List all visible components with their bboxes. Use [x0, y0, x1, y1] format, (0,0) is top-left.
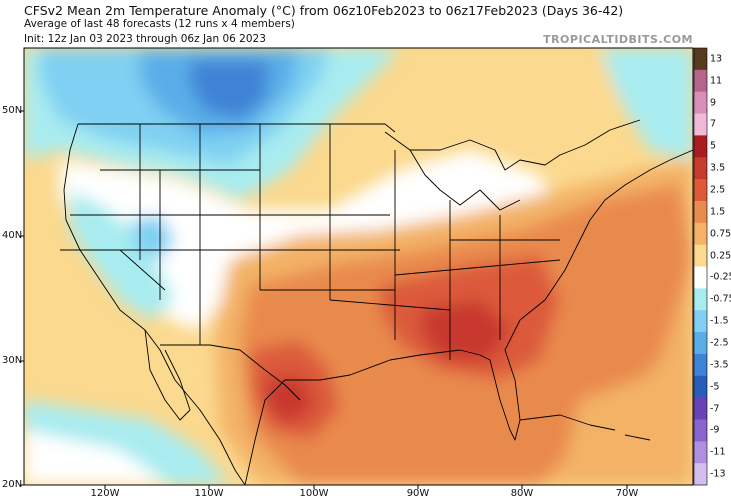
- colorbar-label: -2.5: [710, 337, 729, 349]
- colorbar-label: -11: [710, 446, 726, 458]
- colorbar-swatch: [694, 113, 707, 136]
- colorbar-swatch: [694, 69, 707, 93]
- colorbar-label: 13: [710, 53, 723, 65]
- colorbar-label: 3.5: [710, 162, 726, 174]
- colorbar-swatch: [694, 135, 707, 158]
- colorbar-label: 11: [710, 75, 723, 87]
- map-title: CFSv2 Mean 2m Temperature Anomaly (°C) f…: [24, 3, 624, 18]
- colorbar-label: -5: [710, 381, 720, 393]
- colorbar-swatch: [694, 179, 707, 202]
- axis-ticks: [20, 110, 628, 489]
- site-credit: TROPICALTIDBITS.COM: [543, 33, 693, 46]
- map-init-info: Init: 12z Jan 03 2023 through 06z Jan 06…: [24, 33, 266, 45]
- colorbar: [693, 47, 708, 486]
- colorbar-swatch: [694, 157, 707, 180]
- colorbar-swatch: [694, 222, 707, 246]
- anomaly-field: [24, 48, 693, 485]
- colorbar-swatch: [694, 91, 707, 115]
- colorbar-label: -9: [710, 424, 720, 436]
- colorbar-swatch: [694, 200, 707, 224]
- lat-label-30n: 30N: [2, 355, 23, 366]
- map-frame: [23, 47, 694, 486]
- colorbar-label: 1.5: [710, 206, 726, 218]
- colorbar-swatch: [694, 463, 707, 486]
- lon-label-80w: 80W: [510, 488, 534, 499]
- colorbar-label: 0.75: [710, 228, 731, 240]
- colorbar-label: -3.5: [710, 359, 729, 371]
- colorbar-label: 9: [710, 97, 717, 109]
- colorbar-swatch: [694, 288, 707, 311]
- colorbar-swatch: [694, 266, 707, 289]
- colorbar-swatch: [694, 48, 707, 71]
- colorbar-swatch: [694, 375, 707, 399]
- colorbar-swatch: [694, 397, 707, 420]
- colorbar-label: 7: [710, 118, 717, 130]
- lon-label-100w: 100W: [299, 488, 329, 499]
- colorbar-swatch: [694, 310, 707, 333]
- map-subtitle: Average of last 48 forecasts (12 runs x …: [24, 18, 295, 30]
- lon-label-90w: 90W: [406, 488, 430, 499]
- lat-label-50n: 50N: [2, 105, 23, 116]
- colorbar-label: -0.75: [710, 293, 731, 305]
- colorbar-label: -1.5: [710, 315, 729, 327]
- colorbar-label: 5: [710, 140, 717, 152]
- colorbar-swatch: [694, 353, 707, 377]
- colorbar-label: 2.5: [710, 184, 726, 196]
- lat-label-40n: 40N: [2, 230, 23, 241]
- colorbar-label: 0.25: [710, 250, 731, 262]
- colorbar-frame: [693, 47, 708, 486]
- colorbar-swatch: [694, 419, 707, 442]
- colorbar-label: -7: [710, 403, 720, 415]
- colorbar-swatch: [694, 441, 707, 464]
- lon-label-70w: 70W: [615, 488, 639, 499]
- colorbar-swatch: [694, 244, 707, 267]
- coastlines-borders: [60, 119, 693, 485]
- lon-label-120w: 120W: [90, 488, 120, 499]
- lat-label-20n: 20N: [2, 479, 23, 490]
- lon-label-110w: 110W: [194, 488, 224, 499]
- colorbar-label: -13: [710, 468, 726, 480]
- colorbar-label: -0.25: [710, 271, 731, 283]
- colorbar-swatch: [694, 332, 707, 355]
